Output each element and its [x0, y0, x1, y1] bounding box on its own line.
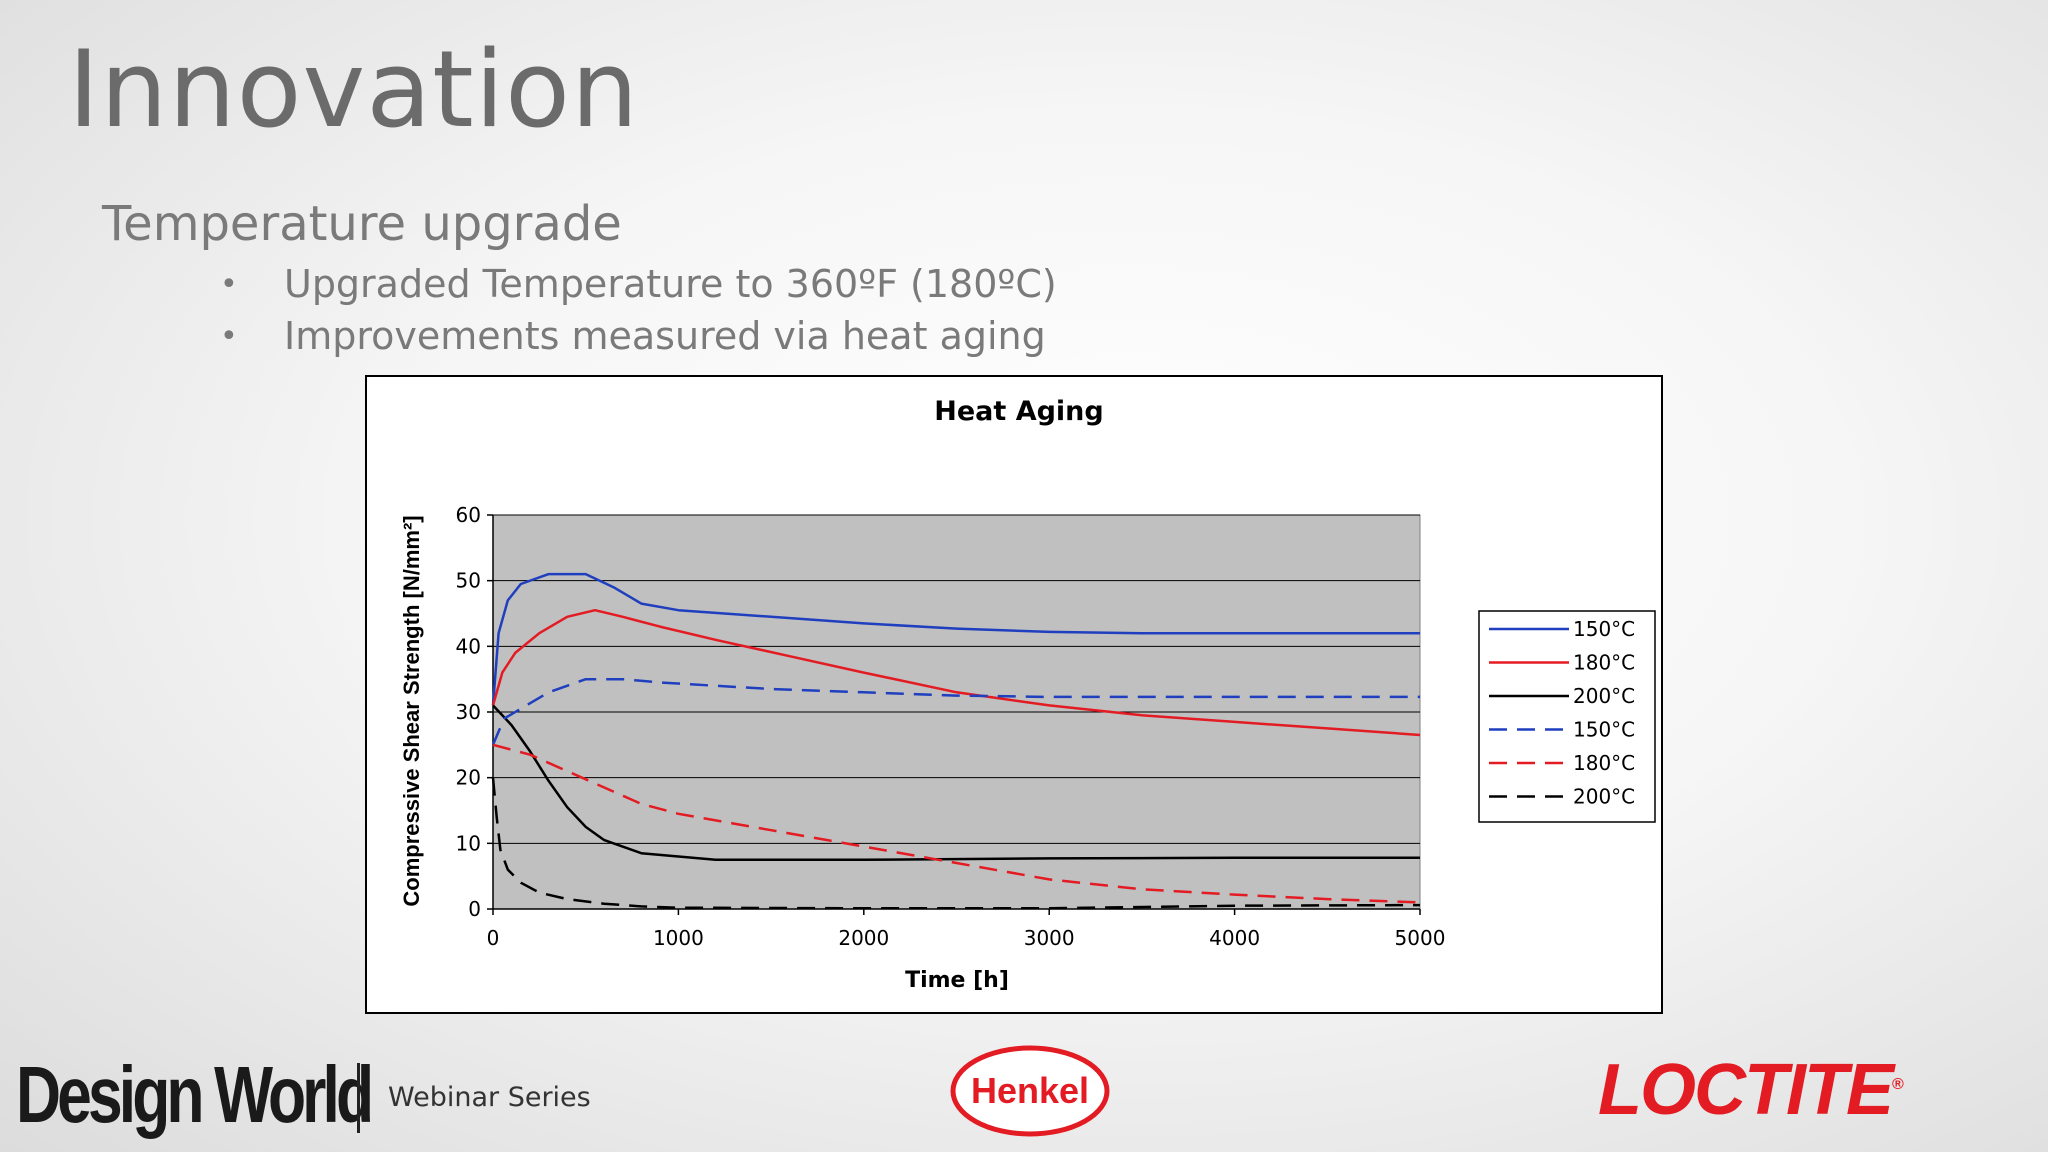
design-world-logo: Design World — [16, 1050, 374, 1139]
x-tick-label: 4000 — [1209, 926, 1260, 950]
heat-aging-chart: Heat Aging Time [h] Compressive Shear St… — [365, 375, 1663, 1014]
y-axis-label: Compressive Shear Strength [N/mm²] — [399, 515, 424, 906]
bullet-dot-icon: • — [220, 266, 238, 302]
bullet-list: • Upgraded Temperature to 360ºF (180ºC) •… — [220, 258, 1057, 362]
bullet-dot-icon: • — [220, 318, 238, 354]
legend-label: 150°C — [1573, 718, 1635, 742]
series-line-0 — [491, 572, 1420, 706]
y-tick-label: 10 — [456, 831, 481, 855]
legend-label: 200°C — [1573, 785, 1635, 809]
y-tick-label: 0 — [468, 897, 481, 921]
footer-divider — [357, 1063, 360, 1133]
bullet-text: Improvements measured via heat aging — [284, 314, 1046, 358]
series-line-5 — [491, 777, 1421, 910]
bullet-item: • Upgraded Temperature to 360ºF (180ºC) — [220, 258, 1057, 310]
x-tick-label: 3000 — [1024, 926, 1075, 950]
series-line-1 — [491, 608, 1421, 737]
x-tick-label: 0 — [487, 926, 500, 950]
legend-label: 180°C — [1573, 651, 1635, 675]
legend-box — [1478, 610, 1656, 823]
legend-label: 180°C — [1573, 751, 1635, 775]
y-tick-label: 20 — [456, 766, 481, 790]
x-tick-label: 2000 — [838, 926, 889, 950]
slide-subtitle: Temperature upgrade — [102, 196, 622, 252]
legend-label: 150°C — [1573, 617, 1635, 641]
series-line-4 — [492, 743, 1421, 904]
y-tick-label: 60 — [456, 503, 481, 527]
y-tick-label: 30 — [456, 700, 481, 724]
legend-label: 200°C — [1573, 684, 1635, 708]
bullet-item: • Improvements measured via heat aging — [220, 310, 1057, 362]
x-tick-label: 5000 — [1395, 926, 1446, 950]
loctite-logo: LOCTITE® — [1598, 1054, 1904, 1126]
loctite-logo-text: LOCTITE — [1598, 1050, 1894, 1130]
henkel-logo: Henkel — [950, 1045, 1110, 1137]
chart-svg: Heat Aging Time [h] Compressive Shear St… — [399, 396, 1656, 993]
y-tick-label: 40 — [456, 634, 481, 658]
chart-title: Heat Aging — [934, 396, 1103, 427]
webinar-series-label: Webinar Series — [388, 1082, 591, 1113]
slide-title: Innovation — [68, 28, 640, 151]
y-tick-label: 50 — [456, 569, 481, 593]
x-tick-label: 1000 — [653, 926, 704, 950]
x-axis-label: Time [h] — [905, 968, 1009, 993]
henkel-logo-text: Henkel — [971, 1070, 1089, 1111]
bullet-text: Upgraded Temperature to 360ºF (180ºC) — [284, 262, 1057, 306]
registered-mark-icon: ® — [1891, 1076, 1904, 1093]
